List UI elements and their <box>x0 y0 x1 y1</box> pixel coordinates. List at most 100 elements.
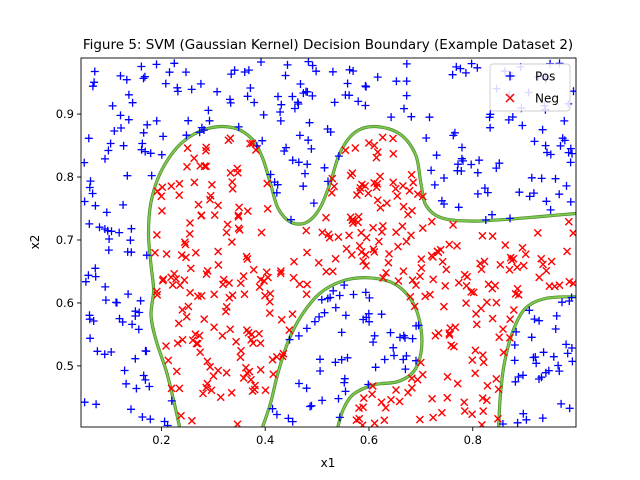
neg-point <box>265 309 274 318</box>
neg-point <box>159 275 168 284</box>
pos-point <box>100 350 109 359</box>
neg-point <box>183 144 192 153</box>
neg-point <box>193 339 202 348</box>
neg-point <box>537 254 546 263</box>
pos-point <box>104 246 113 255</box>
pos-point <box>126 236 135 245</box>
pos-point <box>440 174 448 182</box>
pos-point <box>119 200 128 209</box>
pos-point <box>105 235 114 243</box>
neg-point <box>266 289 275 298</box>
pos-point <box>566 158 575 167</box>
pos-point <box>294 100 303 108</box>
neg-point <box>236 353 245 362</box>
neg-point <box>370 247 379 256</box>
pos-point <box>309 199 318 208</box>
pos-point <box>296 80 305 88</box>
pos-point <box>328 67 337 76</box>
neg-point <box>202 162 211 171</box>
pos-point <box>95 223 104 232</box>
pos-point <box>430 180 439 189</box>
neg-point <box>492 298 501 307</box>
pos-point <box>142 251 151 260</box>
neg-point <box>418 370 427 379</box>
neg-point <box>341 146 350 155</box>
pos-point <box>334 152 343 161</box>
neg-point <box>227 238 236 246</box>
neg-point <box>168 281 177 289</box>
neg-point <box>277 315 286 324</box>
pos-point <box>361 82 370 90</box>
neg-point <box>495 333 504 342</box>
y-tick-label: 0.6 <box>56 296 74 310</box>
pos-point <box>167 396 176 405</box>
neg-point <box>565 277 574 286</box>
neg-point <box>186 264 195 273</box>
pos-point <box>135 308 144 317</box>
neg-point <box>555 281 564 290</box>
neg-point <box>251 146 260 154</box>
boundary-curve-1 <box>147 125 576 427</box>
neg-point <box>462 281 471 290</box>
neg-point <box>511 289 520 298</box>
pos-point <box>108 101 117 110</box>
pos-point <box>457 167 466 175</box>
plot-area <box>81 58 576 427</box>
pos-point <box>414 321 423 330</box>
pos-point <box>152 116 161 125</box>
neg-point <box>226 325 235 334</box>
pos-point <box>525 306 534 315</box>
neg-point <box>302 226 311 235</box>
neg-point <box>482 298 491 307</box>
neg-point <box>409 178 418 187</box>
neg-point <box>225 279 234 287</box>
pos-point <box>272 410 281 419</box>
pos-point <box>473 189 482 198</box>
pos-point <box>91 272 100 281</box>
neg-point <box>445 240 454 249</box>
pos-point <box>402 59 411 68</box>
neg-point <box>385 249 394 258</box>
neg-point <box>426 290 434 299</box>
neg-point <box>417 264 426 272</box>
pos-point <box>317 295 326 304</box>
pos-point <box>86 334 95 343</box>
pos-point <box>141 147 150 156</box>
pos-point <box>204 106 213 115</box>
pos-point <box>139 74 148 83</box>
pos-point <box>84 134 93 143</box>
neg-point <box>454 278 463 287</box>
neg-point <box>190 178 199 187</box>
pos-point <box>555 190 564 199</box>
neg-point <box>378 133 387 142</box>
pos-point <box>557 399 566 408</box>
neg-point <box>180 276 189 285</box>
pos-point <box>283 60 292 69</box>
neg-point <box>272 352 281 361</box>
neg-point <box>413 190 422 199</box>
pos-point <box>226 98 235 107</box>
pos-point <box>81 158 89 167</box>
pos-point <box>246 84 255 92</box>
neg-point <box>172 367 181 376</box>
pos-point <box>89 317 98 325</box>
neg-point <box>382 199 391 208</box>
neg-point <box>191 248 200 257</box>
neg-point <box>314 258 323 267</box>
neg-point <box>162 250 171 258</box>
pos-point <box>295 379 303 388</box>
pos-point <box>272 188 281 197</box>
neg-point <box>478 231 487 240</box>
neg-point <box>239 374 248 382</box>
neg-point <box>442 265 451 274</box>
neg-point <box>513 284 522 293</box>
neg-point <box>279 349 288 358</box>
pos-point <box>116 71 125 80</box>
pos-point <box>461 68 470 77</box>
neg-point <box>421 292 430 301</box>
neg-point <box>438 257 447 266</box>
pos-point <box>170 59 179 68</box>
neg-point <box>222 368 231 377</box>
pos-point <box>259 110 268 119</box>
neg-point <box>399 202 408 211</box>
